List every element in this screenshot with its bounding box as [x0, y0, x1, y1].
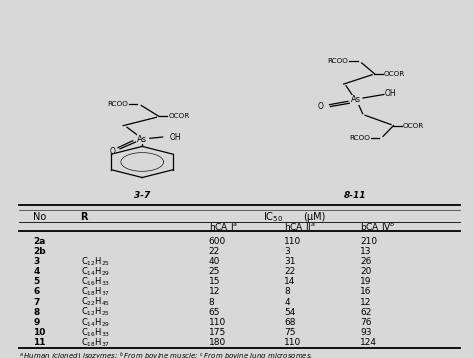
- Text: 13: 13: [360, 247, 372, 256]
- Text: 65: 65: [209, 308, 220, 317]
- Text: 4: 4: [284, 297, 290, 306]
- Text: 93: 93: [360, 328, 372, 337]
- Text: 600: 600: [209, 237, 226, 246]
- Text: 180: 180: [209, 338, 226, 347]
- Text: 62: 62: [360, 308, 372, 317]
- Text: 110: 110: [284, 237, 301, 246]
- Text: 26: 26: [360, 257, 372, 266]
- Text: RCOO: RCOO: [328, 58, 348, 64]
- Text: 14: 14: [284, 277, 296, 286]
- Text: 8: 8: [33, 308, 39, 317]
- Text: RCOO: RCOO: [349, 135, 370, 141]
- Text: C$_{16}$H$_{33}$: C$_{16}$H$_{33}$: [81, 275, 109, 288]
- Text: OH: OH: [169, 132, 181, 141]
- Text: No: No: [33, 212, 46, 222]
- Text: OCOR: OCOR: [403, 123, 424, 129]
- Text: C$_{16}$H$_{33}$: C$_{16}$H$_{33}$: [81, 326, 109, 339]
- Text: 9: 9: [33, 318, 39, 327]
- Text: 11: 11: [33, 338, 46, 347]
- Text: 68: 68: [284, 318, 296, 327]
- Text: 12: 12: [209, 287, 220, 296]
- Text: C$_{22}$H$_{45}$: C$_{22}$H$_{45}$: [81, 296, 109, 308]
- Text: 3-7: 3-7: [134, 192, 150, 200]
- Text: 19: 19: [360, 277, 372, 286]
- Text: C$_{12}$H$_{25}$: C$_{12}$H$_{25}$: [81, 255, 109, 267]
- Text: 210: 210: [360, 237, 377, 246]
- Text: 8-11: 8-11: [344, 192, 367, 200]
- Text: 16: 16: [360, 287, 372, 296]
- Text: 8: 8: [284, 287, 290, 296]
- Text: 4: 4: [33, 267, 39, 276]
- Text: 175: 175: [209, 328, 226, 337]
- Text: 124: 124: [360, 338, 377, 347]
- Text: bCA IV$^{b}$: bCA IV$^{b}$: [360, 220, 396, 233]
- Text: C$_{14}$H$_{29}$: C$_{14}$H$_{29}$: [81, 316, 109, 329]
- Text: hCA I$^{a}$: hCA I$^{a}$: [209, 221, 238, 232]
- Text: As: As: [137, 135, 147, 144]
- Text: C$_{18}$H$_{37}$: C$_{18}$H$_{37}$: [81, 337, 109, 349]
- Text: C$_{12}$H$_{25}$: C$_{12}$H$_{25}$: [81, 306, 109, 318]
- Text: 7: 7: [33, 297, 39, 306]
- Text: C$_{18}$H$_{37}$: C$_{18}$H$_{37}$: [81, 286, 109, 298]
- Text: 22: 22: [209, 247, 220, 256]
- Text: 2a: 2a: [33, 237, 46, 246]
- Text: 6: 6: [33, 287, 39, 296]
- Text: 3: 3: [284, 247, 290, 256]
- Text: 76: 76: [360, 318, 372, 327]
- Text: IC$_{50}$: IC$_{50}$: [263, 210, 283, 224]
- Text: 25: 25: [209, 267, 220, 276]
- Text: OCOR: OCOR: [384, 71, 405, 77]
- Text: 40: 40: [209, 257, 220, 266]
- Text: C$_{14}$H$_{29}$: C$_{14}$H$_{29}$: [81, 265, 109, 278]
- Text: 8: 8: [209, 297, 214, 306]
- Text: RCOO: RCOO: [107, 101, 128, 107]
- Text: As: As: [350, 95, 361, 104]
- Text: hCA II$^{a}$: hCA II$^{a}$: [284, 221, 316, 232]
- Text: $^{a}$ Human (cloned) isozymes; $^{b}$ From bovine muscle; $^{c}$ From bovine lu: $^{a}$ Human (cloned) isozymes; $^{b}$ F…: [19, 351, 313, 358]
- Text: R: R: [81, 212, 88, 222]
- Text: OH: OH: [385, 90, 397, 98]
- Text: (μM): (μM): [303, 212, 326, 222]
- Text: OCOR: OCOR: [168, 113, 190, 119]
- Text: 5: 5: [33, 277, 39, 286]
- Text: 15: 15: [209, 277, 220, 286]
- Text: 3: 3: [33, 257, 39, 266]
- Text: 110: 110: [209, 318, 226, 327]
- Text: 31: 31: [284, 257, 296, 266]
- Text: 20: 20: [360, 267, 372, 276]
- Text: 12: 12: [360, 297, 372, 306]
- Text: O: O: [110, 147, 116, 156]
- Text: 110: 110: [284, 338, 301, 347]
- Text: 54: 54: [284, 308, 296, 317]
- Text: 75: 75: [284, 328, 296, 337]
- Text: O: O: [318, 102, 324, 111]
- Text: 10: 10: [33, 328, 46, 337]
- Text: 2b: 2b: [33, 247, 46, 256]
- Text: 22: 22: [284, 267, 296, 276]
